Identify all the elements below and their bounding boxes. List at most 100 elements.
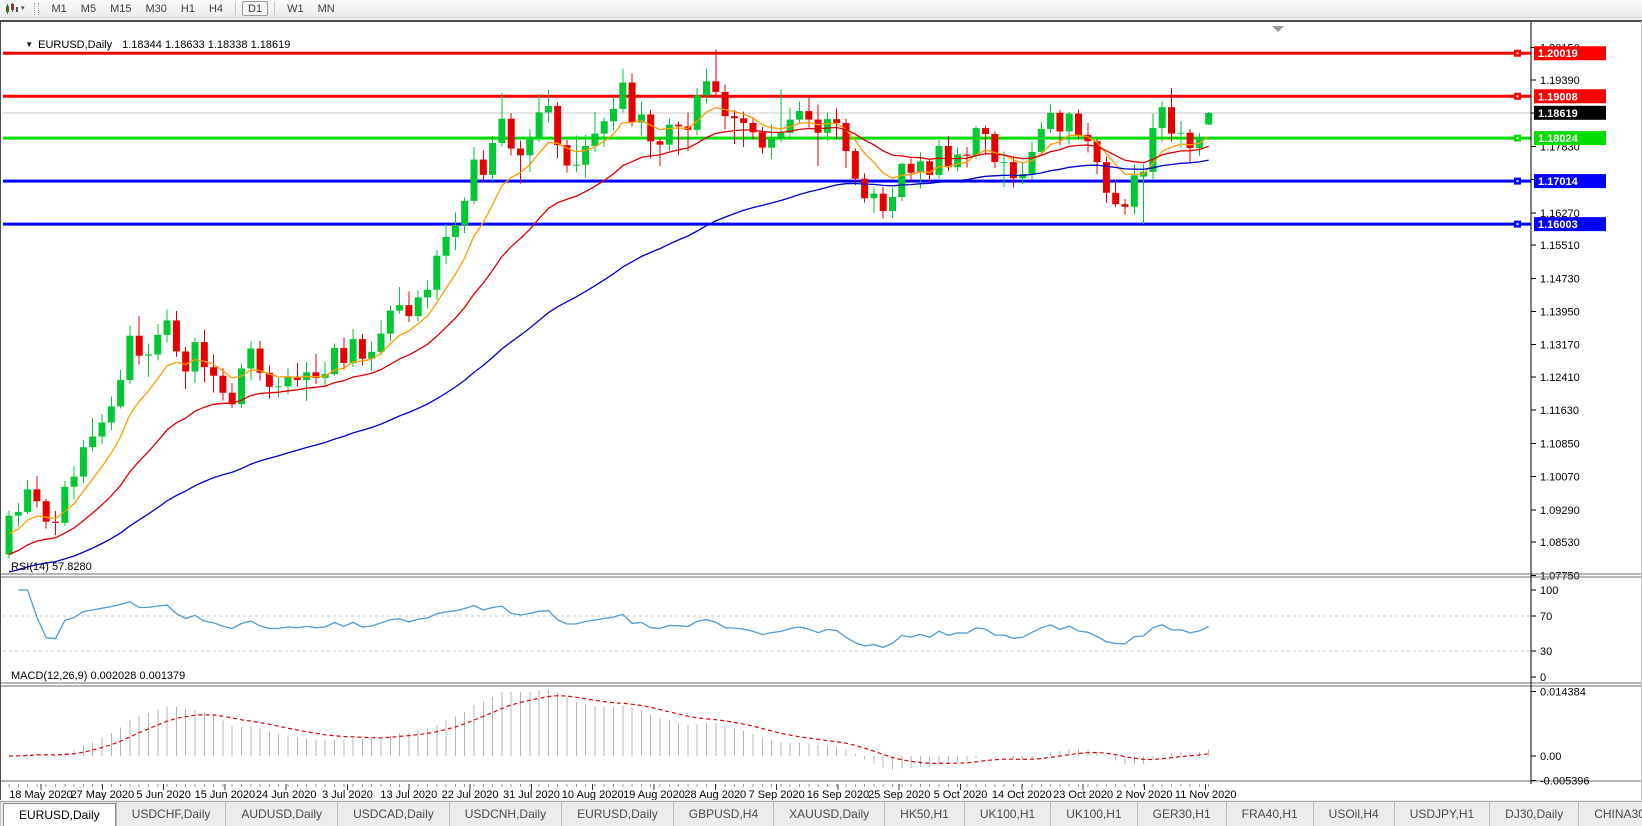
- symbol-tab-usdchf-daily[interactable]: USDCHF,Daily: [115, 802, 226, 826]
- symbol-tab-gbpusd-h4[interactable]: GBPUSD,H4: [672, 802, 773, 826]
- candle-body: [563, 145, 571, 166]
- candle-body: [368, 351, 376, 359]
- symbol-tab-usdjpy-h1[interactable]: USDJPY,H1: [1393, 802, 1489, 826]
- symbol-tab-dj30-daily[interactable]: DJ30,Daily: [1489, 802, 1578, 826]
- candle-body: [693, 95, 701, 130]
- level-line-1.20019[interactable]: [3, 51, 1531, 55]
- level-badge-1.16003[interactable]: [1534, 217, 1606, 232]
- candle-body: [1084, 134, 1092, 142]
- collapse-icon[interactable]: ▼: [25, 40, 34, 49]
- candle-body: [479, 159, 487, 175]
- candle-body: [191, 342, 199, 372]
- date-axis-label: 10 Aug 2020: [562, 789, 624, 800]
- timeframe-button-d1[interactable]: D1: [242, 1, 269, 16]
- price-axis-tick-label: 1.13170: [1540, 340, 1580, 352]
- candle-body: [1121, 204, 1129, 207]
- current-price-badge[interactable]: [1534, 105, 1606, 120]
- candle-body: [293, 376, 301, 380]
- price-axis-tick-label: 1.10070: [1540, 472, 1580, 484]
- candle-body: [70, 476, 78, 487]
- candle-body: [935, 145, 943, 175]
- toolbar-grip[interactable]: [33, 2, 39, 15]
- symbol-tab-uk100-h1[interactable]: UK100,H1: [963, 802, 1050, 826]
- symbol-tab-usdcnh-daily[interactable]: USDCNH,Daily: [448, 802, 561, 826]
- candle-body: [1177, 132, 1185, 134]
- candle-body: [219, 375, 227, 393]
- candle-body: [777, 132, 785, 139]
- candle-body: [489, 142, 497, 175]
- chart-title[interactable]: ▼ EURUSD,Daily 1.18344 1.18633 1.18338 1.1…: [13, 27, 290, 63]
- rsi-line: [18, 589, 1209, 649]
- candle-body: [210, 367, 218, 376]
- timeframe-button-w1[interactable]: W1: [287, 2, 304, 15]
- symbol-tab-china300-h1[interactable]: CHINA300,H1: [1578, 802, 1642, 826]
- timeframe-button-m5[interactable]: M5: [80, 2, 97, 15]
- toolbar-separator: [235, 2, 237, 15]
- rsi-axis-tick-label: 0: [1540, 672, 1546, 684]
- candle-body: [1093, 141, 1101, 163]
- symbol-tab-xauusd-daily[interactable]: XAUUSD,Daily: [773, 802, 884, 826]
- candle-body: [284, 376, 292, 387]
- candle-body: [675, 124, 683, 127]
- level-badge-1.18024[interactable]: [1534, 131, 1606, 146]
- candle-body: [889, 197, 896, 212]
- candle-body: [1149, 128, 1157, 172]
- candle-body: [833, 119, 841, 123]
- timeframe-button-mn[interactable]: MN: [317, 2, 335, 15]
- timeframe-button-h4[interactable]: H4: [208, 2, 224, 15]
- candle-body: [117, 379, 125, 407]
- candle-body: [963, 154, 971, 156]
- candle-body: [991, 134, 999, 163]
- candle-body: [145, 354, 152, 356]
- symbol-tab-hk50-h1[interactable]: HK50,H1: [884, 802, 964, 826]
- candle-body: [851, 151, 859, 179]
- price-axis-tick-label: 1.08530: [1540, 537, 1580, 549]
- candle-body: [405, 305, 413, 317]
- rsi-axis-tick-label: 70: [1540, 611, 1552, 623]
- candle-body: [349, 339, 357, 363]
- symbol-tab-audusd-daily[interactable]: AUDUSD,Daily: [225, 802, 337, 826]
- candle-body: [256, 348, 264, 373]
- candle-body: [414, 297, 422, 317]
- date-axis-label: 2 Nov 2020: [1116, 789, 1172, 800]
- symbol-tab-eurusd-daily[interactable]: EURUSD,Daily: [561, 802, 673, 826]
- level-line-1.17014[interactable]: [3, 179, 1531, 183]
- price-axis-tick-label: 1.19390: [1540, 75, 1580, 87]
- chart-type-button[interactable]: ▾: [0, 1, 30, 17]
- symbol-tab-eurusd-daily[interactable]: EURUSD,Daily: [3, 803, 116, 826]
- level-line-1.19008[interactable]: [3, 94, 1531, 98]
- symbol-tab-fra40-h1[interactable]: FRA40,H1: [1225, 802, 1313, 826]
- candle-body: [312, 372, 320, 378]
- level-badge-1.17014[interactable]: [1534, 174, 1606, 189]
- candle-body: [535, 112, 543, 138]
- date-axis-label: 28 Aug 2020: [684, 789, 746, 800]
- timeframe-button-h1[interactable]: H1: [180, 2, 195, 15]
- timeframe-button-m30[interactable]: M30: [145, 2, 167, 15]
- level-badge-1.19008[interactable]: [1534, 89, 1606, 104]
- chart-canvas[interactable]: 1.201501.193901.186101.178301.170501.162…: [1, 22, 1641, 800]
- symbol-tab-ger30-h1[interactable]: GER30,H1: [1136, 802, 1226, 826]
- ma-fast-line: [8, 107, 1210, 535]
- chart-shift-marker-icon[interactable]: [1272, 26, 1284, 32]
- symbol-tab-usoil-h4[interactable]: USOil,H4: [1312, 802, 1394, 826]
- symbol-tab-uk100-h1[interactable]: UK100,H1: [1050, 802, 1136, 826]
- level-line-1.16003[interactable]: [3, 222, 1531, 226]
- level-badge-1.19008-text: 1.19008: [1538, 91, 1578, 103]
- candle-body: [1205, 112, 1213, 125]
- timeframe-button-m1[interactable]: M1: [51, 2, 67, 15]
- candle-body: [1056, 112, 1064, 132]
- symbol-tab-usdcad-daily[interactable]: USDCAD,Daily: [337, 802, 449, 826]
- level-line-1.18024[interactable]: [3, 136, 1531, 140]
- candle-body: [470, 159, 478, 201]
- timeframe-button-m15[interactable]: M15: [110, 2, 132, 15]
- candle-body: [433, 255, 441, 290]
- tabbar-grip[interactable]: [0, 802, 1, 826]
- candle-body: [89, 436, 97, 448]
- price-axis-tick-label: 1.10850: [1540, 438, 1580, 450]
- candle-body: [386, 310, 394, 334]
- level-badge-1.20019[interactable]: [1534, 46, 1606, 61]
- candle-body: [517, 148, 524, 156]
- macd-axis-tick-label: -0.005396: [1540, 775, 1590, 787]
- candle-body: [507, 118, 515, 149]
